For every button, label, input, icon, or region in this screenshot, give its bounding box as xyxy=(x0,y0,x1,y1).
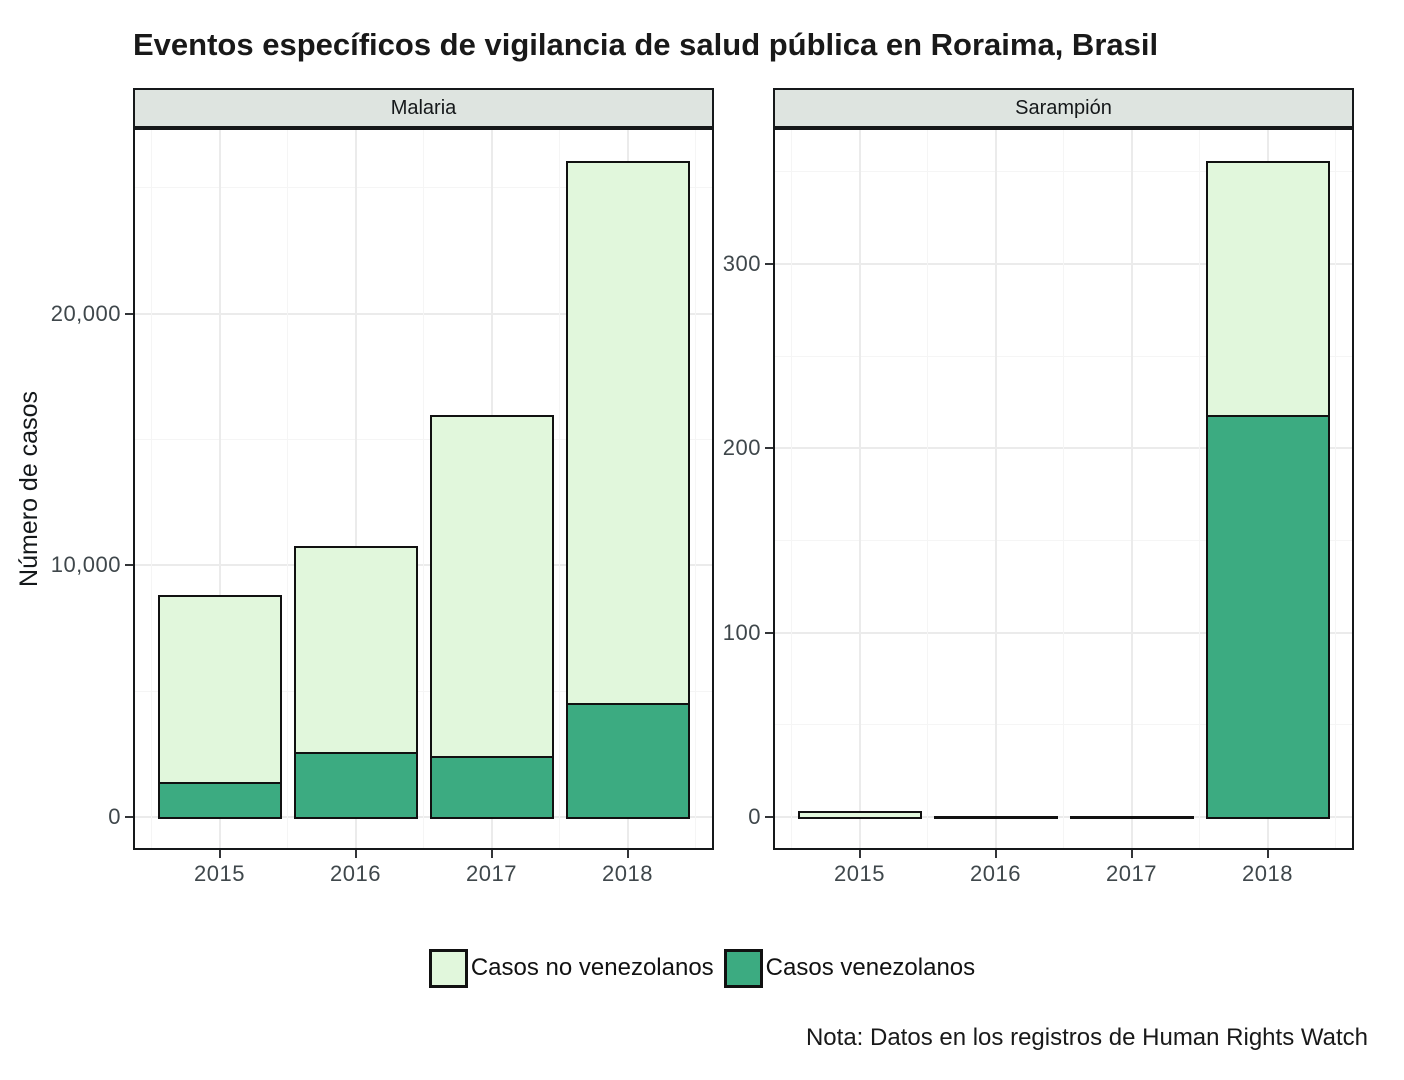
bar-segment-venezolanos xyxy=(159,782,280,817)
gridline-v-major xyxy=(354,130,357,848)
y-tick-label: 0 xyxy=(108,804,121,829)
y-tick-label: 300 xyxy=(722,251,761,276)
x-tick-mark xyxy=(994,850,997,858)
x-tick-mark xyxy=(1130,850,1133,858)
bar-malaria-2016 xyxy=(293,545,418,819)
legend-item-venezolanos: Casos venezolanos xyxy=(723,948,976,988)
y-tick-label: 0 xyxy=(748,804,761,829)
gridline-v-major xyxy=(858,130,861,848)
x-tick-label: 2017 xyxy=(466,861,517,886)
facet-strip-malaria: Malaria xyxy=(133,88,714,128)
bar-segment-venezolanos xyxy=(295,752,416,817)
bar-segment-venezolanos xyxy=(1207,414,1328,817)
bar-malaria-2017 xyxy=(429,414,554,819)
x-tick-mark xyxy=(354,850,357,858)
source-note: Nota: Datos en los registros de Human Ri… xyxy=(805,1024,1368,1051)
x-tick-mark xyxy=(490,850,493,858)
y-axis-title-wrap: Número de casos xyxy=(8,128,50,850)
bar-segment-venezolanos xyxy=(567,702,688,817)
gridline-v-minor xyxy=(423,130,424,848)
bar-malaria-2015 xyxy=(157,594,282,819)
gridline-v-minor xyxy=(1335,130,1336,848)
legend-item-no-venezolanos: Casos no venezolanos xyxy=(428,948,714,988)
y-tick-mark xyxy=(765,263,773,265)
legend-label-venezolanos: Casos venezolanos xyxy=(765,954,976,981)
y-tick-mark xyxy=(125,816,133,818)
gridline-v-minor xyxy=(927,130,928,848)
x-tick-label: 2018 xyxy=(1242,861,1293,886)
y-tick-mark xyxy=(125,564,133,567)
y-tick-mark xyxy=(765,816,773,818)
gridline-v-minor xyxy=(1199,130,1200,848)
y-tick-mark xyxy=(765,631,773,634)
x-tick-label: 2016 xyxy=(330,861,381,886)
bar-sarampión-2018 xyxy=(1205,160,1330,819)
y-tick-mark xyxy=(765,447,773,450)
bar-sarampión-2015 xyxy=(797,811,922,819)
bar-zero-2017 xyxy=(1069,816,1194,819)
gridline-v-minor xyxy=(287,130,288,848)
x-tick-mark xyxy=(858,850,861,858)
x-tick-label: 2017 xyxy=(1106,861,1157,886)
y-tick-label: 20,000 xyxy=(50,300,121,326)
legend-swatch-no-venezolanos xyxy=(428,948,468,988)
bar-zero-2016 xyxy=(933,816,1058,819)
bar-segment-venezolanos xyxy=(431,755,552,817)
facet-strip-sarampion: Sarampión xyxy=(773,88,1354,128)
gridline-v-minor xyxy=(559,130,560,848)
facet-strip-malaria-label: Malaria xyxy=(390,96,457,119)
legend-label-no-venezolanos: Casos no venezolanos xyxy=(470,954,714,981)
x-tick-mark xyxy=(1266,850,1269,858)
x-tick-mark xyxy=(626,850,629,858)
chart-title: Eventos específicos de vigilancia de sal… xyxy=(133,27,1159,62)
gridline-v-minor xyxy=(151,130,152,848)
gridline-v-minor xyxy=(791,130,792,848)
legend: Casos no venezolanos Casos venezolanos xyxy=(0,946,1404,990)
gridline-v-major xyxy=(218,130,221,848)
gridline-v-major xyxy=(994,130,997,848)
panel-malaria-plot xyxy=(133,128,714,850)
x-tick-label: 2015 xyxy=(194,861,245,886)
x-tick-label: 2016 xyxy=(970,861,1021,886)
y-tick-label: 100 xyxy=(722,619,761,645)
y-tick-label: 10,000 xyxy=(50,552,121,578)
y-tick-mark xyxy=(125,312,133,315)
gridline-v-minor xyxy=(1063,130,1064,848)
bar-malaria-2018 xyxy=(565,160,690,819)
y-tick-label: 200 xyxy=(722,435,761,461)
gridline-v-minor xyxy=(695,130,696,848)
facet-strip-sarampion-label: Sarampión xyxy=(1015,96,1112,119)
panel-sarampion-plot xyxy=(773,128,1354,850)
legend-swatch-venezolanos xyxy=(723,948,763,988)
x-tick-mark xyxy=(218,850,221,858)
x-tick-label: 2015 xyxy=(834,861,885,886)
gridline-v-major xyxy=(1130,130,1133,848)
x-tick-label: 2018 xyxy=(602,861,653,886)
